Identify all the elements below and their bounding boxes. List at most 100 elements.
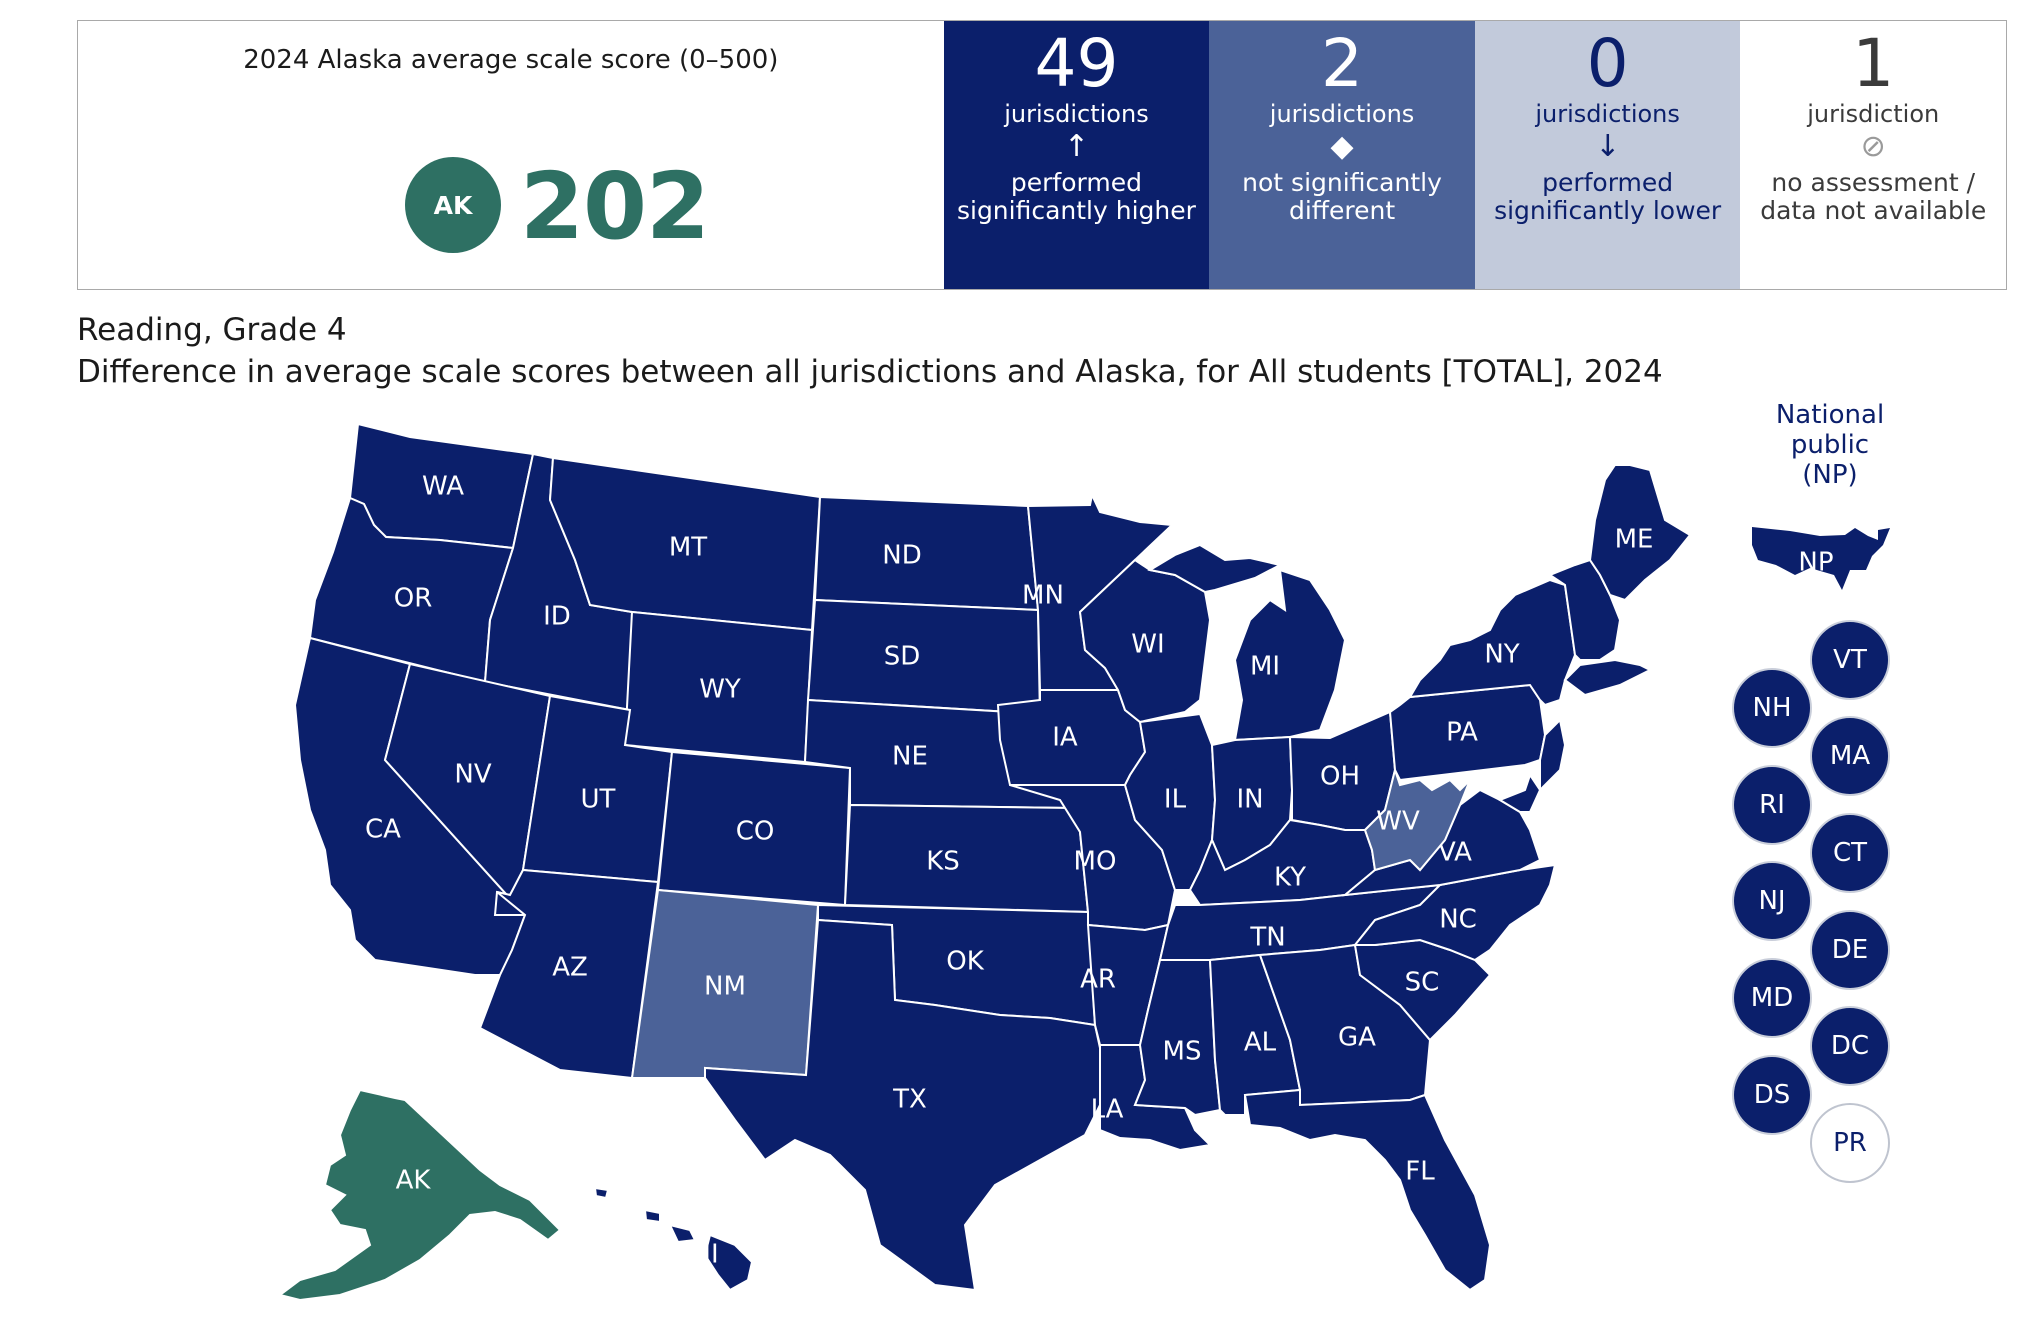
map-subtitle: Difference in average scale scores betwe… — [77, 354, 1663, 390]
unit-not-different: jurisdictions — [1269, 100, 1415, 128]
score-box: 2024 Alaska average scale score (0–500) … — [78, 21, 944, 289]
count-not-different: 2 — [1321, 25, 1364, 102]
state-MI[interactable]: MI — [1147, 543, 1347, 742]
state-label-PA: PA — [1446, 718, 1478, 748]
bubble-label: MD — [1750, 983, 1794, 1013]
arrow-down-icon: ↓ — [1595, 129, 1621, 164]
score-title: 2024 Alaska average scale score (0–500) — [243, 45, 779, 75]
state-label-WY: WY — [699, 675, 741, 705]
state-OH[interactable]: OH — [1288, 710, 1397, 831]
bubble-label: MA — [1829, 741, 1871, 771]
state-label-AL: AL — [1244, 1028, 1277, 1058]
state-MS[interactable]: MS — [1133, 959, 1222, 1117]
jurisdiction-DE[interactable]: DE — [1812, 912, 1888, 988]
jurisdiction-CT[interactable]: CT — [1812, 815, 1888, 891]
state-label-LA: LA — [1091, 1095, 1124, 1125]
unit-higher: jurisdictions — [1004, 100, 1149, 128]
state-NY[interactable]: NY — [1408, 578, 1577, 707]
jurisdiction-NJ[interactable]: NJ — [1734, 863, 1810, 939]
state-KS[interactable]: KS — [843, 803, 1090, 914]
state-label-AR: AR — [1080, 965, 1116, 995]
state-label-ID: ID — [543, 602, 571, 632]
state-label-MS: MS — [1163, 1037, 1202, 1067]
unit-lower: jurisdictions — [1535, 100, 1680, 128]
state-label-WA: WA — [422, 472, 464, 502]
bubble-label: RI — [1759, 790, 1785, 820]
np-map[interactable]: NP — [1752, 527, 1890, 590]
state-label-NE: NE — [892, 742, 928, 772]
category-not-different: 2 jurisdictions ◆ not significantly diff… — [1209, 21, 1475, 289]
desc-line: no assessment / — [1771, 168, 1976, 197]
state-label-MN: MN — [1022, 581, 1064, 611]
state-GA[interactable]: GA — [1258, 943, 1432, 1107]
state-label-TN: TN — [1249, 923, 1285, 953]
state-KY[interactable]: KY — [1188, 818, 1377, 907]
jurisdiction-RI[interactable]: RI — [1734, 767, 1810, 843]
state-label-SC: SC — [1405, 968, 1440, 998]
state-label-MT: MT — [669, 533, 707, 563]
state-label-OK: OK — [946, 947, 984, 977]
state-TX[interactable]: TX — [704, 918, 1101, 1292]
category-no-data: 1 jurisdiction ⊘ no assessment / data no… — [1740, 21, 2007, 289]
desc-not-different: not significantly different — [1209, 169, 1475, 225]
jurisdiction-PR[interactable]: PR — [1812, 1105, 1888, 1181]
state-label-MI: MI — [1250, 652, 1280, 682]
category-lower: 0 jurisdictions ↓ performed significantl… — [1474, 21, 1741, 289]
arrow-up-icon: ↑ — [1063, 129, 1090, 164]
np-title: National public (NP) — [1740, 400, 1920, 490]
desc-line: performed — [1542, 168, 1674, 197]
state-label-NY: NY — [1484, 640, 1519, 670]
jurisdiction-DC[interactable]: DC — [1812, 1008, 1888, 1084]
state-badge: AK — [405, 157, 501, 253]
jurisdiction-MA[interactable]: MA — [1812, 718, 1888, 794]
desc-lower: performed significantly lower — [1475, 169, 1741, 225]
state-label-HI: HI — [691, 1240, 718, 1270]
state-label-SD: SD — [884, 642, 921, 672]
jurisdiction-VT[interactable]: VT — [1812, 622, 1888, 698]
subject-heading: Reading, Grade 4 — [77, 312, 347, 348]
category-higher: 49 jurisdictions ↑ performed significant… — [943, 21, 1210, 289]
state-label-NC: NC — [1439, 905, 1477, 935]
state-AR[interactable]: AR — [1080, 923, 1170, 1046]
np-title-line: public — [1790, 430, 1870, 460]
state-label-TX: TX — [892, 1085, 927, 1115]
diamond-icon: ◆ — [1330, 129, 1354, 164]
state-CO[interactable]: CO — [656, 750, 852, 907]
bubble-label: DE — [1831, 935, 1869, 965]
jurisdiction-MD[interactable]: MD — [1734, 960, 1810, 1036]
jurisdiction-DS[interactable]: DS — [1734, 1057, 1810, 1133]
state-NM[interactable]: NM — [630, 888, 820, 1079]
state-label-OR: OR — [394, 584, 433, 614]
state-label-AK: AK — [396, 1166, 432, 1196]
state-label-CA: CA — [365, 815, 401, 845]
state-label-GA: GA — [1338, 1023, 1376, 1053]
state-ND[interactable]: ND — [813, 495, 1040, 612]
state-HI[interactable]: HI — [593, 1186, 754, 1292]
state-PA[interactable]: PA — [1388, 683, 1547, 782]
bubble-label: NJ — [1758, 886, 1786, 916]
prohibited-icon: ⊘ — [1860, 129, 1886, 164]
state-AZ[interactable]: AZ — [478, 868, 660, 1080]
state-AK[interactable]: AK — [277, 1088, 562, 1302]
state-WV[interactable]: WV — [1363, 766, 1471, 872]
state-IN[interactable]: IN — [1210, 735, 1294, 872]
state-label-IN: IN — [1236, 785, 1263, 815]
state-ME[interactable]: ME — [1588, 464, 1692, 602]
desc-higher: performed significantly higher — [944, 169, 1210, 225]
state-WY[interactable]: WY — [623, 610, 814, 764]
desc-line: not significantly — [1242, 168, 1442, 197]
unit-no-data: jurisdiction — [1807, 100, 1940, 128]
state-label-AZ: AZ — [552, 953, 588, 983]
count-no-data: 1 — [1852, 25, 1895, 102]
state-OK[interactable]: OK — [817, 903, 1097, 1027]
state-label-KY: KY — [1274, 863, 1306, 893]
desc-no-data: no assessment / data not available — [1740, 169, 2006, 225]
desc-line: data not available — [1760, 196, 1987, 225]
jurisdiction-NH[interactable]: NH — [1734, 670, 1810, 746]
bubble-label: PR — [1833, 1128, 1867, 1158]
state-MT[interactable]: MT — [548, 456, 822, 632]
state-FL[interactable]: FL — [1243, 1088, 1492, 1292]
state-label-ND: ND — [882, 541, 921, 571]
state-label-KS: KS — [926, 847, 960, 877]
